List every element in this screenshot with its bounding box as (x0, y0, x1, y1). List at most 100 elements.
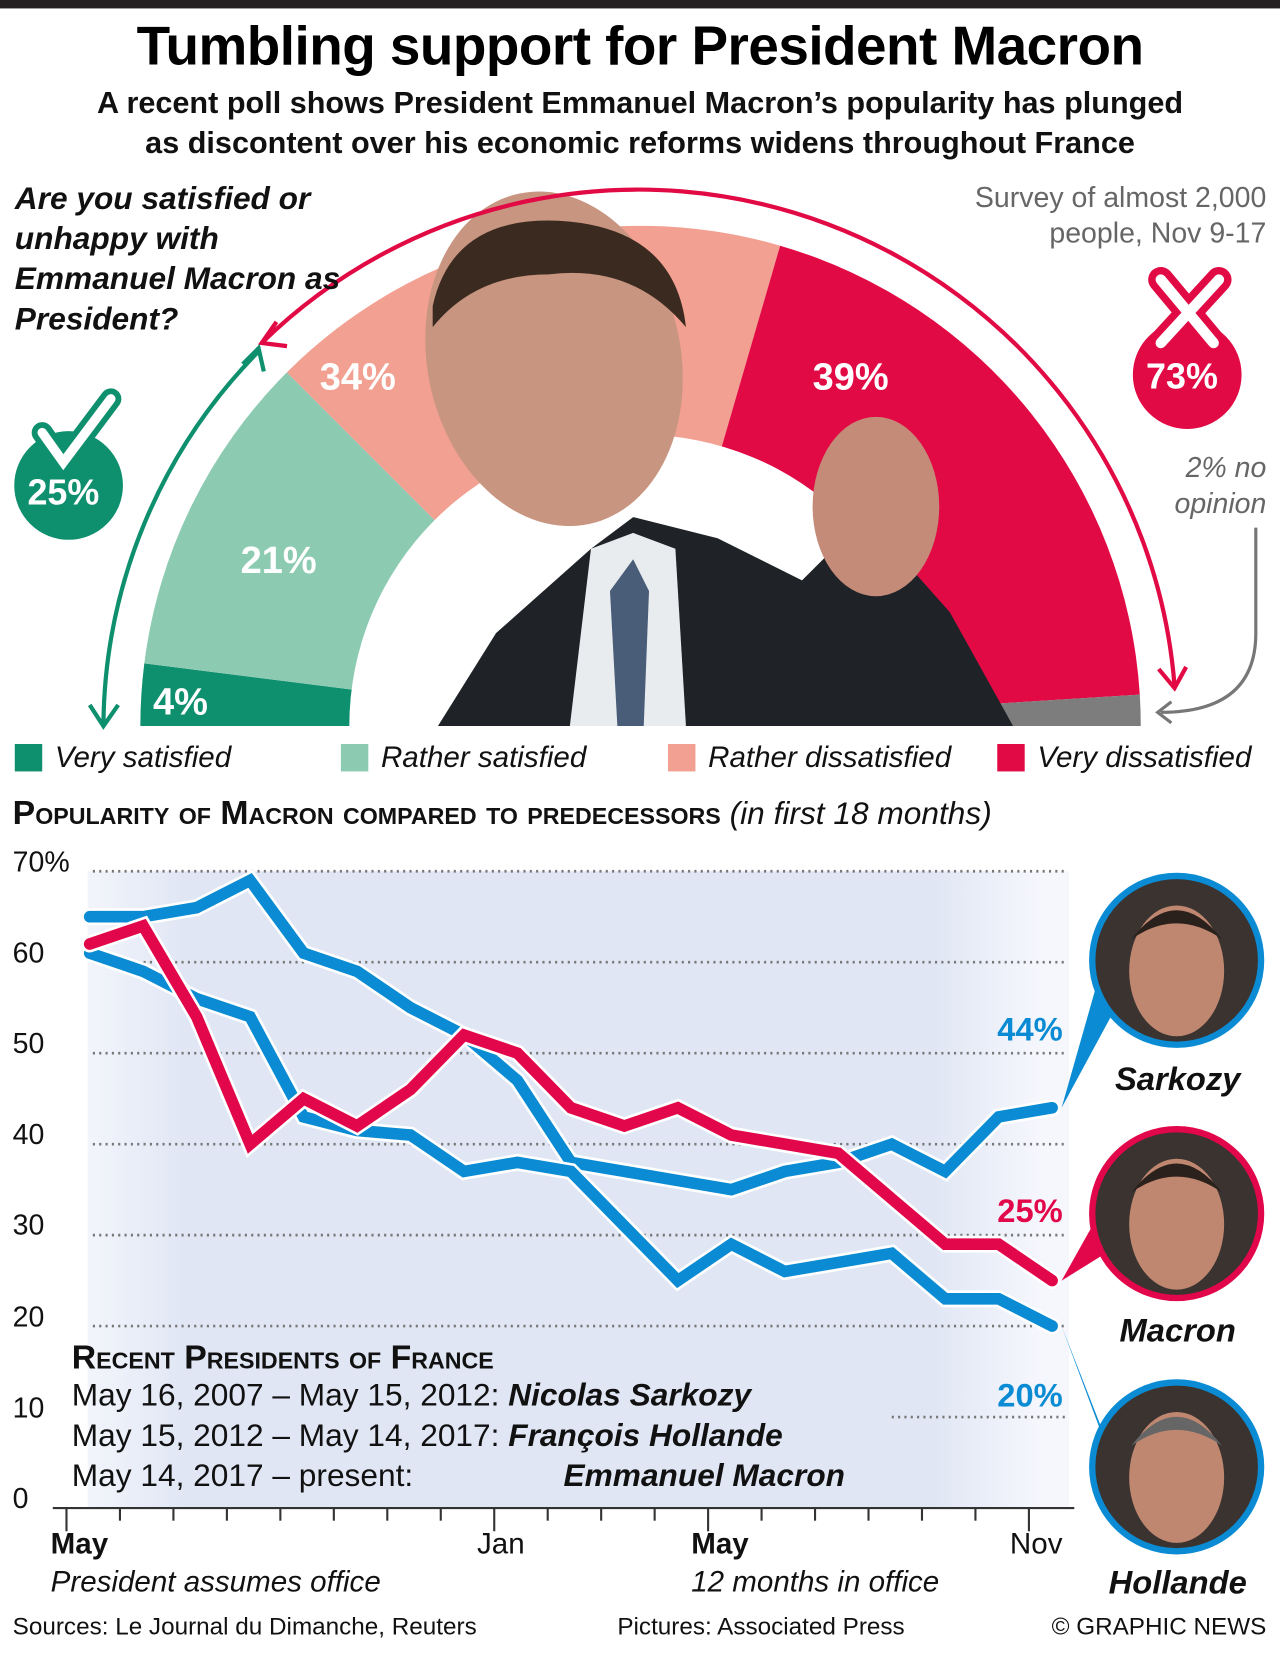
check-icon (37, 394, 116, 471)
portrait-face-macron (1129, 1158, 1225, 1290)
data-point-macron (142, 924, 145, 927)
poll-question: Are you satisfied or unhappy with Emmanu… (14, 181, 341, 337)
data-point-hollande (730, 1243, 733, 1246)
data-point-macron (623, 1124, 626, 1128)
presidents-heading: Recent Presidents of France (71, 1338, 494, 1377)
legend-rather-dissatisfied: Rather dissatisfied (668, 741, 951, 775)
legend-swatch (668, 743, 696, 772)
arrowhead (241, 344, 266, 372)
data-point-macron (249, 1143, 252, 1146)
segment-label-very-satisfied: 4% (153, 679, 208, 723)
data-point-sarkozy (249, 879, 252, 882)
survey-note-line-1: Survey of almost 2,000 (974, 181, 1267, 214)
x-tick-jan: Jan (476, 1527, 525, 1560)
data-point-macron (837, 1152, 840, 1155)
no-opinion-note: 2% no opinion (1174, 450, 1266, 522)
portrait-face-hollande (1129, 1411, 1225, 1543)
subtitle-line-1: A recent poll shows President Emmanuel M… (96, 86, 1184, 121)
data-point-sarkozy (783, 1170, 786, 1173)
legend-swatch (997, 743, 1025, 772)
data-point-hollande (195, 997, 198, 1000)
data-point-hollande (409, 1134, 412, 1137)
segment-label-rather-dissatisfied: 34% (319, 354, 396, 398)
caption-assumes-office: President assumes office (50, 1565, 381, 1598)
president-row: May 16, 2007 – May 15, 2012: Nicolas Sar… (72, 1378, 751, 1414)
no-opinion-line-2: opinion (1174, 487, 1267, 520)
no-opinion-line-1: 2% no (1185, 451, 1267, 484)
dissatisfied-total: 73% (1146, 356, 1218, 397)
graphic-credit: © GRAPHIC NEWS (1051, 1612, 1267, 1640)
data-point-hollande (1051, 1325, 1054, 1328)
legend-label: Very satisfied (54, 740, 232, 774)
data-point-hollande (462, 1170, 466, 1173)
poll-semicircle (11, 187, 1258, 744)
president-row: May 14, 2017 – present: Emmanuel Macron (72, 1458, 845, 1494)
chart-title: Popularity of Macron compared to predece… (13, 794, 992, 833)
data-point-hollande (676, 1279, 679, 1282)
data-point-hollande (88, 952, 91, 955)
data-point-sarkozy (1051, 1106, 1054, 1109)
satisfied-arrow (101, 349, 261, 724)
line-chart (52, 869, 1265, 1555)
legend-swatch (340, 743, 369, 772)
president-dates: May 16, 2007 – May 15, 2012: (71, 1378, 500, 1414)
data-point-hollande (944, 1297, 947, 1300)
data-point-macron (409, 1088, 412, 1091)
data-point-sarkozy (409, 1006, 412, 1009)
survey-note-line-2: people, Nov 9-17 (1049, 217, 1267, 250)
subtitle-line-2: as discontent over his economic reforms … (145, 126, 1135, 161)
portrait-face-sarkozy (1129, 905, 1225, 1037)
portrait-name-sarkozy: Sarkozy (1114, 1060, 1241, 1098)
data-point-hollande (569, 1170, 572, 1173)
end-label-sarkozy: 44% (997, 1010, 1063, 1048)
data-point-macron (302, 1097, 305, 1100)
data-point-hollande (837, 1261, 840, 1264)
data-point-sarkozy (944, 1170, 947, 1173)
data-point-macron (355, 1124, 359, 1128)
data-point-sarkozy (890, 1143, 893, 1146)
y-tick-label: 20 (12, 1300, 45, 1333)
y-tick-label: 30 (12, 1209, 45, 1242)
data-point-macron (569, 1106, 572, 1109)
arrowhead (1155, 700, 1173, 725)
data-point-sarkozy (355, 970, 359, 973)
data-point-sarkozy (516, 1079, 519, 1082)
legend-very-dissatisfied: Very dissatisfied (997, 741, 1251, 775)
portrait-name-macron: Macron (1119, 1311, 1236, 1349)
president-name: Nicolas Sarkozy (508, 1378, 752, 1414)
data-point-sarkozy (302, 952, 305, 955)
portrait-hair-hollande (1131, 1416, 1223, 1446)
president-row: May 15, 2012 – May 14, 2017: François Ho… (72, 1418, 783, 1454)
y-tick-label: 10 (12, 1391, 45, 1424)
legend-label: Very dissatisfied (1037, 740, 1252, 774)
data-point-hollande (997, 1297, 1000, 1300)
arrowhead (87, 703, 120, 730)
data-point-macron (997, 1243, 1000, 1246)
caption-12-months: 12 months in office (691, 1565, 940, 1598)
data-point-sarkozy (88, 915, 91, 918)
legend-label: Rather dissatisfied (708, 740, 952, 774)
president-name: François Hollande (508, 1418, 783, 1454)
x-tick-nov: Nov (1009, 1527, 1063, 1560)
picture-credit: Pictures: Associated Press (617, 1612, 905, 1640)
data-point-hollande (516, 1161, 519, 1164)
y-tick-label: 0 (12, 1482, 29, 1515)
dissatisfied-arrow (260, 187, 1177, 687)
data-point-macron (676, 1106, 679, 1109)
page-title: Tumbling support for President Macron (136, 15, 1144, 78)
satisfied-badge (11, 427, 127, 543)
x-icon (1155, 274, 1225, 349)
legend-swatch (14, 743, 43, 772)
portrait-hair-macron (1131, 1163, 1223, 1193)
macron-photo (425, 191, 1014, 727)
data-point-hollande (302, 1115, 305, 1118)
president-dates: May 15, 2012 – May 14, 2017: (71, 1418, 500, 1454)
data-point-macron (88, 942, 91, 946)
segment-label-very-dissatisfied: 39% (812, 354, 889, 398)
x-tick-may-12: May (691, 1527, 749, 1560)
y-tick-label: 50 (12, 1027, 45, 1060)
data-point-sarkozy (997, 1115, 1000, 1118)
data-point-macron (516, 1052, 519, 1055)
arrowhead (1157, 665, 1189, 692)
data-point-hollande (890, 1252, 893, 1255)
